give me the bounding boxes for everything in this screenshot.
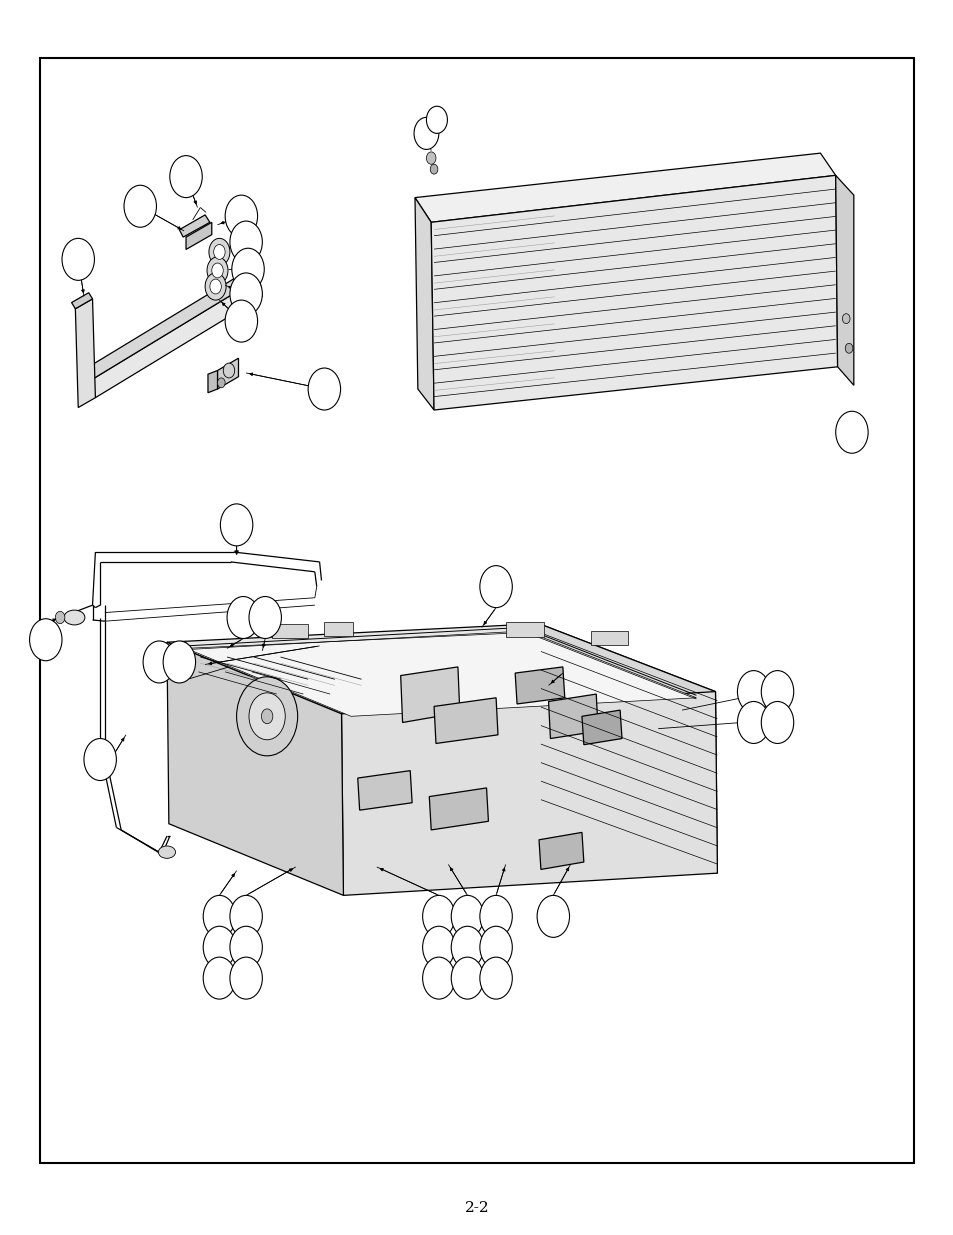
Circle shape [261, 709, 273, 724]
Circle shape [207, 257, 228, 284]
Polygon shape [515, 667, 564, 704]
Polygon shape [92, 278, 262, 398]
Circle shape [217, 378, 225, 388]
Ellipse shape [158, 846, 175, 858]
Circle shape [844, 343, 852, 353]
Polygon shape [581, 710, 621, 745]
Circle shape [451, 895, 483, 937]
Circle shape [737, 701, 769, 743]
Circle shape [124, 185, 156, 227]
Circle shape [203, 895, 235, 937]
Polygon shape [186, 222, 212, 249]
Circle shape [426, 152, 436, 164]
Bar [505, 622, 543, 637]
Circle shape [760, 701, 793, 743]
Polygon shape [75, 299, 95, 408]
Circle shape [163, 641, 195, 683]
Circle shape [210, 279, 221, 294]
Circle shape [414, 117, 438, 149]
Circle shape [451, 957, 483, 999]
Circle shape [232, 248, 264, 290]
Circle shape [230, 221, 262, 263]
Polygon shape [548, 694, 598, 739]
Circle shape [249, 597, 281, 638]
Polygon shape [431, 175, 837, 410]
Circle shape [212, 263, 223, 278]
Circle shape [737, 671, 769, 713]
Polygon shape [167, 624, 715, 714]
Circle shape [426, 106, 447, 133]
Circle shape [30, 619, 62, 661]
Polygon shape [341, 692, 717, 895]
Polygon shape [208, 370, 217, 393]
Circle shape [451, 926, 483, 968]
Circle shape [760, 671, 793, 713]
Circle shape [213, 245, 225, 259]
Polygon shape [429, 788, 488, 830]
Circle shape [841, 314, 849, 324]
Circle shape [479, 957, 512, 999]
Ellipse shape [64, 610, 85, 625]
Polygon shape [415, 153, 835, 222]
Circle shape [479, 566, 512, 608]
Polygon shape [415, 198, 434, 410]
Circle shape [230, 895, 262, 937]
Circle shape [479, 926, 512, 968]
Circle shape [422, 895, 455, 937]
Polygon shape [89, 266, 259, 379]
Circle shape [62, 238, 94, 280]
Polygon shape [217, 358, 238, 389]
Circle shape [55, 611, 65, 624]
Circle shape [225, 195, 257, 237]
Circle shape [170, 156, 202, 198]
Polygon shape [538, 832, 583, 869]
Circle shape [220, 504, 253, 546]
Circle shape [422, 957, 455, 999]
Circle shape [205, 273, 226, 300]
Circle shape [537, 895, 569, 937]
Bar [324, 622, 353, 636]
Polygon shape [179, 215, 210, 237]
Polygon shape [538, 624, 717, 873]
Circle shape [225, 300, 257, 342]
Circle shape [230, 957, 262, 999]
Polygon shape [357, 771, 412, 810]
Text: 2-2: 2-2 [464, 1200, 489, 1215]
Circle shape [227, 597, 259, 638]
Bar [40, 58, 913, 1163]
Circle shape [422, 926, 455, 968]
Circle shape [236, 677, 297, 756]
Polygon shape [167, 642, 343, 895]
Circle shape [835, 411, 867, 453]
Polygon shape [835, 175, 853, 385]
Circle shape [84, 739, 116, 781]
Circle shape [203, 957, 235, 999]
Bar [591, 631, 627, 645]
Circle shape [430, 164, 437, 174]
Circle shape [203, 926, 235, 968]
Circle shape [249, 693, 285, 740]
Circle shape [230, 926, 262, 968]
Polygon shape [71, 293, 92, 309]
Circle shape [209, 238, 230, 266]
Circle shape [308, 368, 340, 410]
Circle shape [479, 895, 512, 937]
Polygon shape [434, 698, 497, 743]
Circle shape [143, 641, 175, 683]
Bar [272, 624, 308, 638]
Polygon shape [186, 632, 696, 716]
Polygon shape [400, 667, 459, 722]
Circle shape [230, 273, 262, 315]
Circle shape [223, 363, 234, 378]
